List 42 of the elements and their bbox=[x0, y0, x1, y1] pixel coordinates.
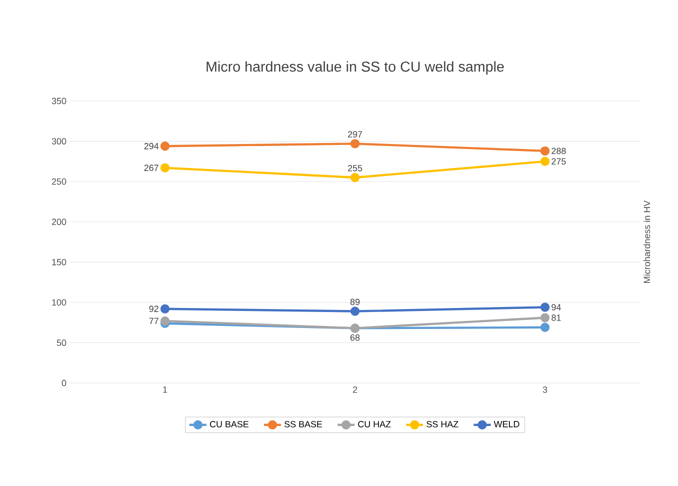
data-label: 68 bbox=[350, 334, 360, 341]
y-tick-label: 0 bbox=[62, 380, 66, 386]
data-label: 267 bbox=[144, 164, 158, 172]
point bbox=[540, 156, 550, 166]
y-axis-title: Microhardness in HV bbox=[644, 200, 650, 283]
point bbox=[540, 146, 550, 156]
y-tick-label: 300 bbox=[52, 138, 66, 144]
x-tick-label: 2 bbox=[352, 386, 358, 393]
y-tick-label: 250 bbox=[52, 178, 66, 185]
x-tick-label: 1 bbox=[163, 386, 168, 393]
data-label: 297 bbox=[348, 131, 362, 138]
legend-label: SS HAZ bbox=[426, 421, 458, 428]
point bbox=[350, 172, 360, 182]
y-tick-label: 50 bbox=[56, 340, 66, 346]
y-tick-label: 200 bbox=[52, 218, 66, 226]
legend-label: CU BASE bbox=[210, 421, 248, 428]
y-tick-label: 100 bbox=[52, 299, 66, 306]
data-label: 288 bbox=[552, 148, 566, 154]
data-label: 275 bbox=[552, 158, 566, 165]
point bbox=[540, 302, 550, 312]
point bbox=[160, 142, 170, 151]
y-tick-label: 150 bbox=[52, 258, 66, 266]
point bbox=[350, 306, 360, 316]
point bbox=[160, 316, 170, 326]
data-label: 89 bbox=[350, 298, 360, 306]
data-label: 255 bbox=[348, 164, 362, 172]
x-tick-label: 3 bbox=[542, 386, 548, 393]
data-label: 294 bbox=[144, 142, 159, 150]
legend-label: WELD bbox=[494, 421, 520, 428]
legend-label: CU HAZ bbox=[358, 421, 391, 428]
point bbox=[540, 313, 550, 322]
y-tick-label: 350 bbox=[52, 98, 66, 104]
data-label: 94 bbox=[552, 304, 561, 310]
point bbox=[160, 163, 170, 172]
point bbox=[350, 139, 360, 148]
legend-label: SS BASE bbox=[284, 421, 322, 428]
data-label: 81 bbox=[552, 314, 561, 321]
chart-title: Micro hardness value in SS to CU weld sample bbox=[206, 61, 504, 75]
data-label: 77 bbox=[149, 318, 158, 324]
data-label: 92 bbox=[149, 306, 158, 312]
point bbox=[160, 304, 170, 314]
point bbox=[540, 322, 550, 332]
